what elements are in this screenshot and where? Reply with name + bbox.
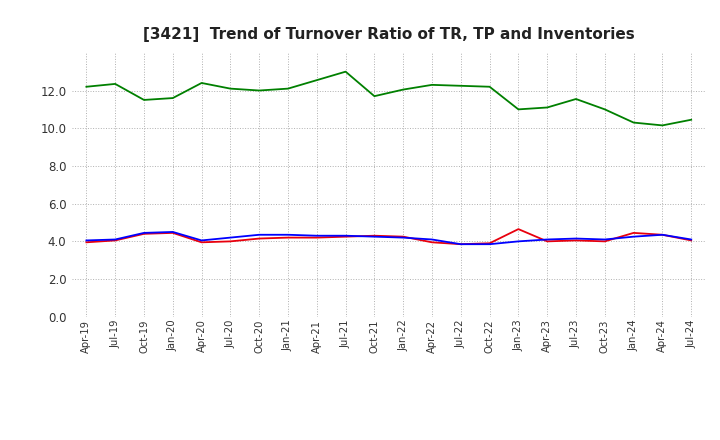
- Trade Payables: [284, 232, 292, 238]
- Inventories: [543, 105, 552, 110]
- Inventories: [82, 84, 91, 89]
- Inventories: [514, 107, 523, 112]
- Inventories: [341, 69, 350, 74]
- Inventories: [572, 96, 580, 102]
- Trade Receivables: [197, 240, 206, 245]
- Trade Receivables: [485, 241, 494, 246]
- Trade Payables: [370, 234, 379, 239]
- Trade Receivables: [428, 240, 436, 245]
- Trade Receivables: [140, 231, 148, 236]
- Inventories: [687, 117, 696, 122]
- Inventories: [485, 84, 494, 89]
- Inventories: [399, 87, 408, 92]
- Trade Payables: [514, 239, 523, 244]
- Inventories: [658, 123, 667, 128]
- Trade Receivables: [629, 230, 638, 235]
- Trade Payables: [341, 233, 350, 238]
- Trade Payables: [82, 238, 91, 243]
- Trade Payables: [543, 237, 552, 242]
- Trade Payables: [428, 237, 436, 242]
- Inventories: [456, 83, 465, 88]
- Inventories: [255, 88, 264, 93]
- Trade Receivables: [312, 235, 321, 240]
- Line: Trade Receivables: Trade Receivables: [86, 229, 691, 244]
- Trade Payables: [255, 232, 264, 238]
- Inventories: [600, 107, 609, 112]
- Trade Receivables: [456, 242, 465, 247]
- Trade Payables: [456, 242, 465, 247]
- Trade Payables: [312, 233, 321, 238]
- Inventories: [428, 82, 436, 88]
- Line: Trade Payables: Trade Payables: [86, 232, 691, 244]
- Trade Payables: [485, 242, 494, 247]
- Trade Payables: [111, 237, 120, 242]
- Trade Payables: [629, 234, 638, 239]
- Trade Payables: [140, 230, 148, 235]
- Trade Receivables: [226, 239, 235, 244]
- Title: [3421]  Trend of Turnover Ratio of TR, TP and Inventories: [3421] Trend of Turnover Ratio of TR, TP…: [143, 27, 634, 42]
- Trade Receivables: [600, 239, 609, 244]
- Trade Payables: [572, 236, 580, 241]
- Trade Receivables: [399, 234, 408, 239]
- Inventories: [284, 86, 292, 91]
- Trade Receivables: [168, 230, 177, 235]
- Trade Payables: [399, 235, 408, 240]
- Inventories: [197, 81, 206, 86]
- Trade Receivables: [82, 240, 91, 245]
- Inventories: [111, 81, 120, 87]
- Trade Payables: [197, 238, 206, 243]
- Trade Payables: [658, 232, 667, 238]
- Trade Payables: [168, 229, 177, 235]
- Trade Receivables: [514, 227, 523, 232]
- Trade Payables: [600, 237, 609, 242]
- Trade Payables: [687, 237, 696, 242]
- Trade Payables: [226, 235, 235, 240]
- Inventories: [629, 120, 638, 125]
- Trade Receivables: [111, 238, 120, 243]
- Trade Receivables: [255, 236, 264, 241]
- Trade Receivables: [284, 235, 292, 240]
- Trade Receivables: [370, 233, 379, 238]
- Inventories: [226, 86, 235, 91]
- Inventories: [312, 77, 321, 83]
- Trade Receivables: [543, 239, 552, 244]
- Inventories: [168, 95, 177, 101]
- Trade Receivables: [341, 234, 350, 239]
- Trade Receivables: [687, 238, 696, 243]
- Line: Inventories: Inventories: [86, 72, 691, 125]
- Inventories: [370, 94, 379, 99]
- Trade Receivables: [572, 238, 580, 243]
- Trade Receivables: [658, 232, 667, 238]
- Inventories: [140, 97, 148, 103]
